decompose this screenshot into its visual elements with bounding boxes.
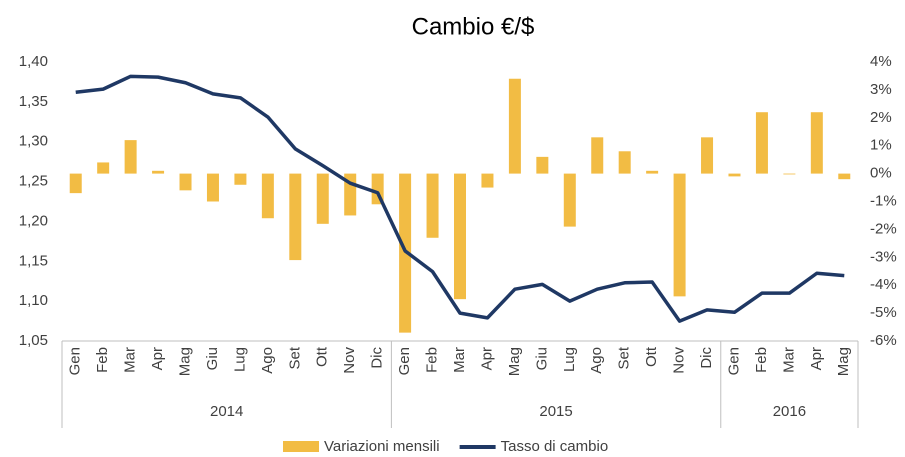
- bar: [426, 173, 439, 238]
- x-tick-label: Giu: [204, 347, 221, 370]
- y-tick-label: 1,35: [19, 93, 48, 110]
- bar: [124, 140, 137, 174]
- x-tick-label: Mar: [780, 347, 797, 373]
- y2-tick-label: -4%: [870, 276, 897, 293]
- bar: [316, 173, 329, 224]
- y2-tick-label: 0%: [870, 165, 892, 182]
- y2-tick-label: 2%: [870, 109, 892, 126]
- bar: [261, 173, 274, 219]
- y-tick-label: 1,40: [19, 53, 48, 70]
- x-tick-label: Mar: [451, 347, 468, 373]
- y2-tick-label: -1%: [870, 192, 897, 209]
- x-tick-label: Mar: [122, 347, 139, 373]
- x-tick-label: Mag: [176, 347, 193, 376]
- bar: [508, 78, 521, 174]
- y-tick-label: 1,20: [19, 212, 48, 229]
- y-tick-label: 1,10: [19, 292, 48, 309]
- x-tick-label: Nov: [341, 347, 358, 374]
- bar: [289, 173, 302, 261]
- legend-label: Tasso di cambio: [501, 438, 609, 455]
- x-tick-label: Ago: [588, 347, 605, 374]
- x-tick-label: Gen: [396, 347, 413, 375]
- x-tick-label: Ott: [314, 346, 331, 367]
- y-tick-label: 1,05: [19, 332, 48, 349]
- bar: [618, 151, 631, 174]
- y-tick-label: 1,25: [19, 173, 48, 190]
- x-tick-label: Gen: [725, 347, 742, 375]
- x-tick-label: Feb: [424, 347, 441, 373]
- x-tick-label: Lug: [231, 347, 248, 372]
- x-tick-label: Nov: [671, 347, 688, 374]
- y2-tick-label: -6%: [870, 332, 897, 349]
- bar: [69, 173, 82, 194]
- bar: [646, 170, 659, 174]
- y2-tick-label: 3%: [870, 81, 892, 98]
- x-tick-label: Apr: [149, 347, 166, 370]
- y-tick-label: 1,15: [19, 252, 48, 269]
- y2-tick-label: -2%: [870, 220, 897, 237]
- bar: [728, 173, 741, 177]
- bar: [454, 173, 466, 300]
- x-tick-label: Ago: [259, 347, 276, 374]
- x-tick-label: Mag: [835, 347, 852, 376]
- x-tick-label: Apr: [478, 347, 495, 370]
- x-tick-label: Apr: [808, 347, 825, 370]
- group-label: 2016: [773, 403, 806, 420]
- bar: [755, 112, 768, 174]
- y2-tick-label: 4%: [870, 53, 892, 70]
- chart-title: Cambio €/$: [412, 13, 535, 40]
- bar: [673, 173, 686, 297]
- y2-tick-label: 1%: [870, 137, 892, 154]
- bar: [591, 137, 604, 174]
- legend-swatch: [283, 441, 319, 452]
- x-tick-label: Giu: [533, 347, 550, 370]
- x-tick-label: Feb: [753, 347, 770, 373]
- group-label: 2015: [539, 403, 572, 420]
- x-tick-label: Set: [286, 346, 303, 369]
- y2-tick-label: -5%: [870, 304, 897, 321]
- bar: [838, 173, 851, 180]
- legend-label: Variazioni mensili: [324, 438, 440, 455]
- x-tick-label: Dic: [698, 347, 715, 369]
- bar: [179, 173, 192, 191]
- bar: [97, 162, 110, 174]
- x-tick-label: Feb: [94, 347, 111, 373]
- x-tick-label: Ott: [643, 346, 660, 367]
- bar: [481, 173, 494, 188]
- bar: [152, 170, 165, 174]
- bar: [810, 112, 823, 174]
- bar: [206, 173, 219, 202]
- y2-tick-label: -3%: [870, 248, 897, 265]
- line: [75, 74, 845, 323]
- bar: [234, 173, 247, 185]
- x-tick-label: Mag: [506, 347, 523, 376]
- x-tick-label: Set: [616, 346, 633, 369]
- x-tick-label: Lug: [561, 347, 578, 372]
- bar: [783, 173, 796, 175]
- group-label: 2014: [210, 403, 243, 420]
- x-tick-label: Gen: [67, 347, 84, 375]
- y-tick-label: 1,30: [19, 133, 48, 150]
- bar: [701, 137, 714, 174]
- bar: [563, 173, 576, 227]
- x-tick-label: Dic: [369, 347, 386, 369]
- bar: [536, 156, 549, 174]
